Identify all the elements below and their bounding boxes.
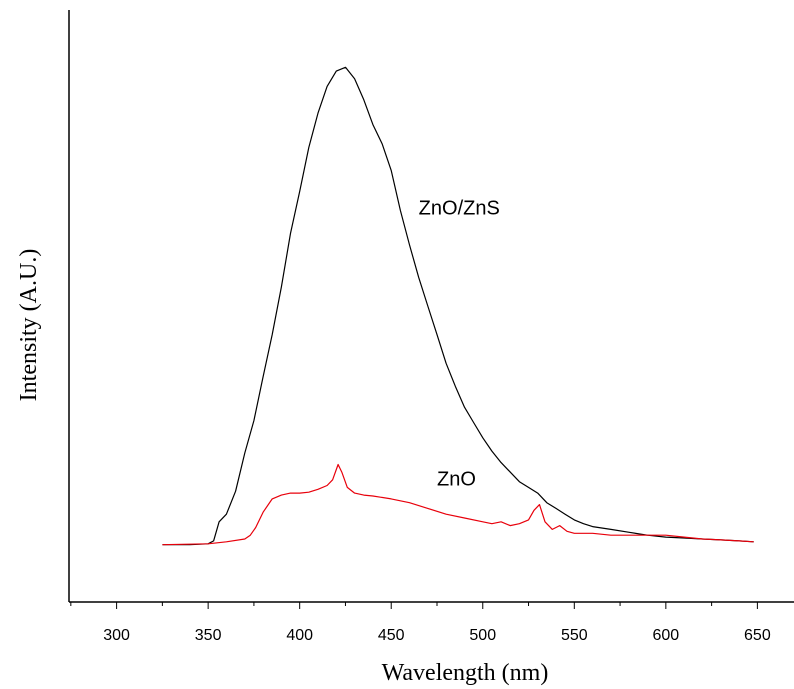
series-label-0: ZnO/ZnS xyxy=(419,197,500,219)
x-tick-label: 550 xyxy=(561,627,588,644)
x-tick-label: 400 xyxy=(286,627,313,644)
plot-frame xyxy=(68,10,794,603)
y-axis-title: Intensity (A.U.) xyxy=(16,249,42,402)
x-tick-label: 450 xyxy=(378,627,405,644)
series-line-0 xyxy=(162,66,754,546)
series-labels: ZnO/ZnS ZnO xyxy=(419,197,500,490)
x-tick-label: 600 xyxy=(652,627,679,644)
series-lines xyxy=(162,66,754,546)
x-axis-ticks xyxy=(70,602,758,609)
x-axis-tick-labels: 300 350 400 450 500 550 600 650 xyxy=(103,627,771,644)
series-line-1 xyxy=(162,463,754,546)
x-axis-title: Wavelength (nm) xyxy=(382,660,549,686)
x-tick-label: 300 xyxy=(103,627,130,644)
x-tick-label: 650 xyxy=(744,627,771,644)
x-tick-label: 350 xyxy=(195,627,222,644)
series-label-1: ZnO xyxy=(437,469,476,491)
x-tick-label: 500 xyxy=(469,627,496,644)
